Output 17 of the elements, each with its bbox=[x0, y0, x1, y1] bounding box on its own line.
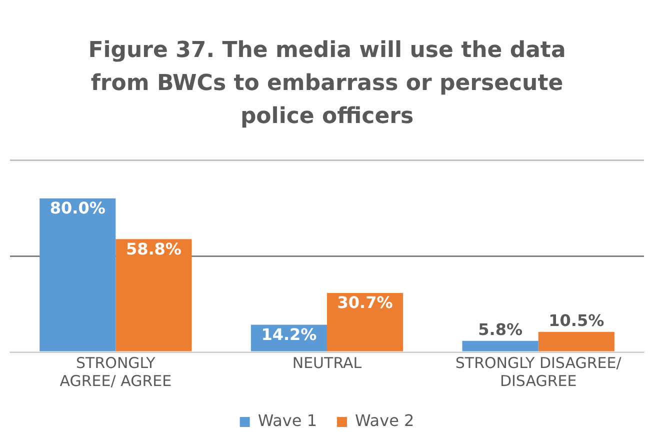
legend-label: Wave 1 bbox=[258, 411, 318, 430]
chart-title: Figure 37. The media will use the data from BWCs to embarrass or persecute police officers bbox=[87, 37, 567, 131]
data-label: 5.8% bbox=[478, 320, 522, 340]
x-tick-label: STRONGLY AGREE/ AGREE bbox=[60, 354, 172, 390]
data-label: 58.8% bbox=[126, 239, 182, 258]
data-label: 30.7% bbox=[337, 293, 393, 312]
bar bbox=[538, 332, 614, 352]
data-label: 10.5% bbox=[548, 310, 604, 330]
legend-label: Wave 2 bbox=[355, 411, 414, 430]
data-label: 80.0% bbox=[50, 198, 106, 218]
bar bbox=[116, 239, 192, 352]
data-label: 14.2% bbox=[261, 324, 317, 344]
bar bbox=[327, 293, 404, 352]
bar bbox=[40, 198, 116, 352]
x-tick-label: STRONGLY DISAGREE/ DISAGREE bbox=[455, 354, 622, 390]
bar bbox=[462, 340, 538, 352]
x-tick-label: NEUTRAL bbox=[292, 354, 362, 372]
